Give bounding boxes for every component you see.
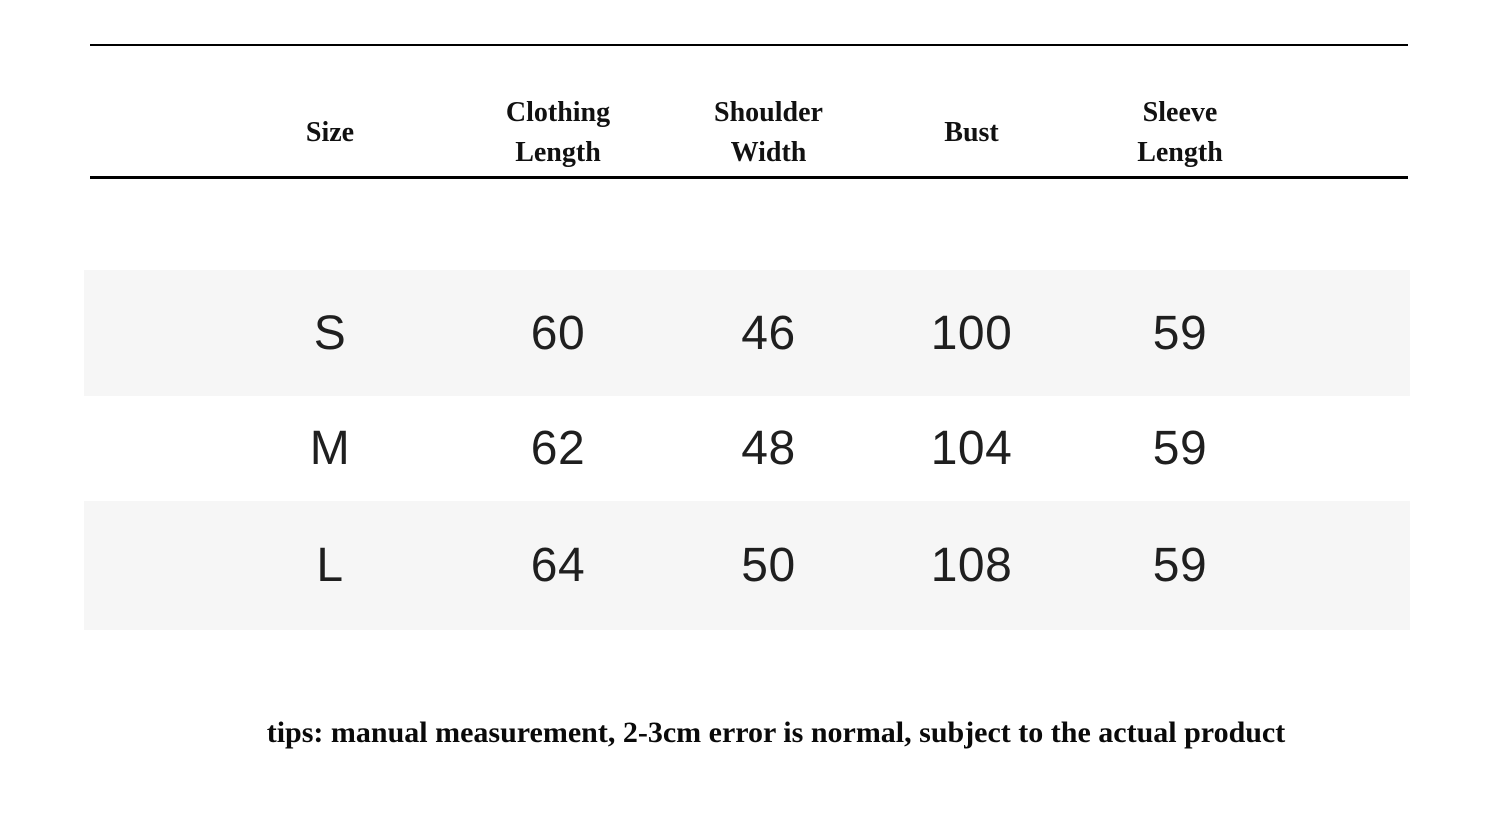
table-row-size-s: S 60 46 100 59	[84, 270, 1410, 396]
bust-value: 104	[930, 422, 1013, 475]
column-header-shoulder-width: Shoulder Width	[714, 97, 823, 168]
table-body: S 60 46 100 59 M 62 48 104 59 L 64 50 10…	[84, 270, 1410, 630]
shoulder-width-value: 46	[741, 306, 796, 360]
clothing-length-value: 60	[530, 306, 586, 360]
bust-value: 108	[930, 539, 1013, 592]
table-row-size-l: L 64 50 108 59	[84, 501, 1410, 630]
tips-note: tips: manual measurement, 2-3cm error is…	[266, 716, 1286, 749]
sleeve-length-value: 59	[1152, 422, 1208, 475]
shoulder-width-value: 50	[741, 539, 796, 592]
size-value: L	[316, 539, 344, 592]
column-header-size: Size	[305, 117, 355, 148]
size-value: M	[309, 422, 351, 475]
column-header-sleeve-length: Sleeve Length	[1137, 97, 1223, 168]
table-header-row: Size Clothing Length Shoulder Width Bust…	[90, 46, 1408, 176]
table-row-size-m: M 62 48 104 59	[84, 396, 1410, 501]
shoulder-width-value: 48	[741, 422, 796, 475]
bust-value: 100	[930, 306, 1013, 360]
sleeve-length-value: 59	[1152, 539, 1208, 592]
column-header-bust: Bust	[944, 117, 999, 148]
sleeve-length-value: 59	[1152, 306, 1208, 360]
clothing-length-value: 62	[530, 422, 586, 475]
header-bottom-rule	[90, 176, 1408, 179]
header-top-rule	[90, 44, 1408, 46]
size-value: S	[313, 306, 347, 360]
clothing-length-value: 64	[530, 539, 586, 592]
column-header-clothing-length: Clothing Length	[505, 97, 611, 168]
